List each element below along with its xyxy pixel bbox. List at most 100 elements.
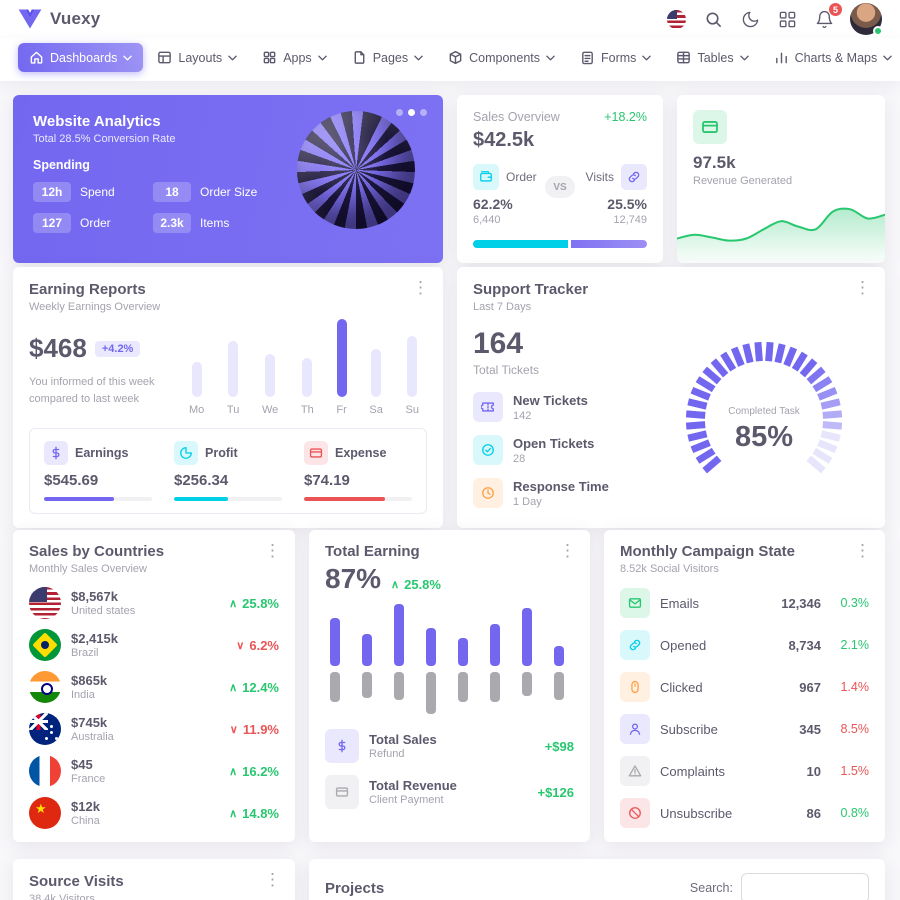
revenue-label: Revenue Generated	[693, 175, 793, 187]
item-value: +$98	[544, 738, 574, 754]
card-title: Sales Overview	[473, 110, 560, 124]
brazil-flag-icon	[29, 629, 61, 661]
projects-search-input[interactable]	[741, 873, 869, 900]
country-amount: $12k	[71, 799, 100, 814]
bar-Su: Su	[405, 319, 419, 416]
visits-percent: 25.5%	[607, 196, 647, 212]
card-title: Support Tracker	[473, 281, 589, 298]
menu-label: Layouts	[178, 50, 223, 65]
row-percent: 8.5%	[840, 722, 870, 736]
item-subtitle: Client Payment	[369, 794, 444, 806]
kebab-menu-icon[interactable]: ⋮	[264, 541, 281, 560]
stat-order: 127 Order	[33, 213, 153, 233]
stat-label: Spend	[80, 185, 115, 199]
kebab-menu-icon[interactable]: ⋮	[559, 541, 576, 560]
search-icon[interactable]	[702, 8, 724, 30]
menu-item-pages[interactable]: Pages	[341, 43, 434, 72]
country-name: Brazil	[71, 647, 99, 659]
kebab-menu-icon[interactable]: ⋮	[854, 541, 871, 560]
stat-label: Expense	[335, 446, 387, 460]
dashboard-content: Website Analytics Total 28.5% Conversion…	[0, 81, 900, 900]
sales-by-countries-card: ⋮ Sales by Countries Monthly Sales Overv…	[13, 530, 295, 842]
trend-arrow-icon: ∧	[229, 807, 238, 820]
notifications-bell-icon[interactable]: 5	[813, 2, 843, 30]
source-visits-card: ⋮ Source Visits 38.4k Visitors	[13, 859, 295, 900]
carousel-dot-active[interactable]	[408, 109, 415, 116]
menu-item-dashboards[interactable]: Dashboards	[18, 43, 144, 72]
menu-item-forms[interactable]: Forms	[569, 43, 662, 72]
menu-label: Forms	[601, 50, 637, 65]
row-label: Emails	[660, 595, 700, 611]
kebab-menu-icon[interactable]: ⋮	[264, 870, 281, 889]
topbar-actions: 5	[665, 2, 883, 36]
stat-items: 2.3k Items	[153, 213, 293, 233]
ticket-icon	[473, 392, 503, 422]
gauge-value: 85%	[734, 421, 792, 453]
sales-overview-card: Sales Overview +18.2% $42.5k Order 62.2%…	[457, 95, 663, 263]
ban-icon	[620, 798, 650, 828]
dark-mode-moon-icon[interactable]	[739, 8, 761, 30]
brand-name: Vuexy	[50, 9, 101, 28]
country-amount: $745k	[71, 715, 108, 730]
apps-grid-icon[interactable]	[776, 8, 798, 30]
check-circle-icon	[473, 435, 503, 465]
card-title: Projects	[325, 879, 385, 897]
progress-visits-segment	[571, 240, 647, 248]
trend-arrow-icon: ∨	[229, 723, 238, 736]
layout-icon	[158, 51, 172, 64]
menu-item-layouts[interactable]: Layouts	[146, 43, 248, 72]
menu-item-charts-maps[interactable]: Charts & Maps	[763, 43, 900, 72]
row-value: 10	[806, 763, 821, 779]
menu-item-components[interactable]: Components	[437, 43, 566, 72]
item-value: 142	[513, 409, 532, 422]
menu-item-tables[interactable]: Tables	[665, 43, 759, 72]
stat-label: Items	[200, 216, 230, 230]
brand-logo[interactable]: Vuexy	[18, 9, 100, 29]
user-avatar[interactable]	[850, 3, 883, 36]
trend-percent: 11.9%	[242, 721, 279, 737]
trend-percent: 16.2%	[242, 763, 279, 779]
visits-label: Visits	[585, 170, 614, 184]
support-tracker-card: ⋮ Support Tracker Last 7 Days 164 Total …	[457, 267, 885, 528]
chevron-down-icon	[546, 55, 555, 60]
trend-percent: 6.2%	[249, 637, 279, 653]
item-label: Response Time	[513, 478, 609, 494]
france-flag-icon	[29, 755, 61, 787]
gauge-label: Completed Task	[728, 406, 801, 417]
expense-progress	[304, 497, 385, 501]
bar-Th: Th	[301, 319, 314, 416]
earnings-change-badge: +4.2%	[94, 340, 141, 357]
india-flag-icon	[29, 671, 61, 703]
chevron-down-icon	[317, 55, 327, 60]
item-label: Open Tickets	[513, 435, 595, 451]
form-icon	[582, 51, 593, 65]
kebab-menu-icon[interactable]: ⋮	[412, 278, 429, 297]
language-flag-icon[interactable]	[665, 8, 687, 30]
row-label: Unsubscribe	[660, 805, 733, 821]
trend-indicator: ∧ 16.2%	[229, 764, 279, 779]
stat-spend: 12h Spend	[33, 182, 153, 202]
stat-expense: Expense $74.19	[304, 441, 412, 501]
item-value: 1 Day	[513, 495, 542, 508]
stat-label: Order Size	[200, 185, 258, 199]
link-icon	[620, 630, 650, 660]
online-status-dot	[873, 26, 883, 36]
card-title: Website Analytics	[33, 113, 161, 130]
item-value: 28	[513, 452, 526, 465]
country-amount: $2,415k	[71, 631, 118, 646]
trend-arrow-icon: ∨	[236, 639, 245, 652]
carousel-dot[interactable]	[420, 109, 427, 116]
box-icon	[449, 50, 462, 65]
credit-card-icon	[325, 775, 359, 809]
menu-item-apps[interactable]: Apps	[251, 43, 338, 72]
dollar-icon	[325, 729, 359, 763]
carousel-dot[interactable]	[396, 109, 403, 116]
trend-percent: 12.4%	[242, 679, 279, 695]
kebab-menu-icon[interactable]: ⋮	[854, 278, 871, 297]
bar-We: We	[262, 319, 278, 416]
new-tickets-item: New Tickets 142	[473, 392, 658, 422]
apps-icon	[263, 51, 276, 64]
stat-profit: Profit $256.34	[174, 441, 282, 501]
bar-chart-icon	[775, 52, 787, 64]
country-name: United states	[71, 605, 136, 617]
